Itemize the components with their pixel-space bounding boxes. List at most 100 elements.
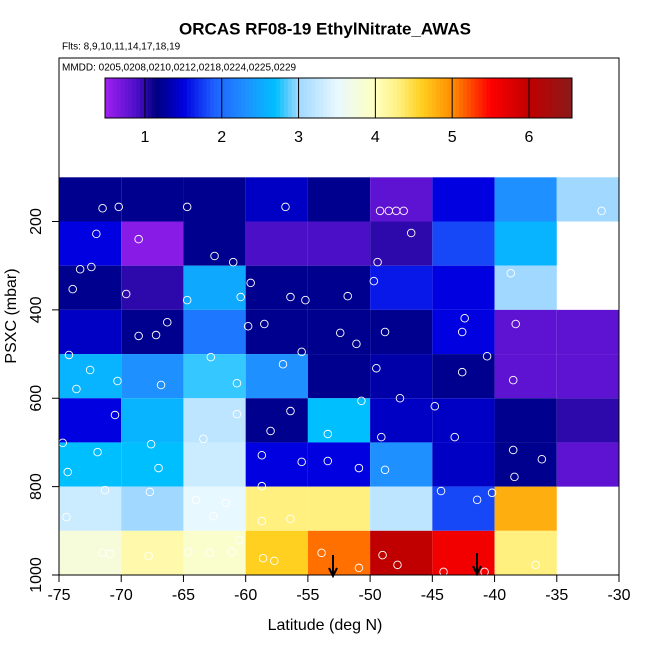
sample-point xyxy=(144,551,153,561)
sample-point xyxy=(406,228,416,238)
colorbar-segment xyxy=(350,78,355,118)
colorbar-segment xyxy=(533,78,538,118)
colorbar-segment xyxy=(435,78,441,118)
colorbar-segment xyxy=(280,78,285,118)
sample-point xyxy=(297,457,306,467)
heat-cell xyxy=(494,442,557,487)
sample-point xyxy=(257,516,267,526)
sample-point xyxy=(487,488,497,498)
sample-point xyxy=(92,229,101,239)
colorbar-segment xyxy=(213,78,219,118)
heat-cell xyxy=(432,442,495,487)
heat-cell xyxy=(245,309,308,355)
heat-cell xyxy=(121,221,184,266)
sample-point xyxy=(87,262,96,272)
colorbar-segment xyxy=(552,78,557,118)
colorbar-segment xyxy=(505,78,511,118)
colorbar-tick-label: 1 xyxy=(140,129,149,146)
sample-point xyxy=(317,548,326,558)
sample-point xyxy=(191,495,201,505)
colorbar-segment xyxy=(443,78,448,118)
heat-cell xyxy=(183,177,246,222)
colorbar-segment xyxy=(322,78,328,118)
sample-point xyxy=(63,467,72,477)
heat-cell xyxy=(183,221,246,266)
sample-point xyxy=(145,487,155,497)
sample-point xyxy=(297,347,306,357)
heat-cell xyxy=(370,486,433,531)
colorbar-segment xyxy=(416,78,421,118)
colorbar-segment xyxy=(326,78,332,118)
colorbar-segment xyxy=(225,78,231,118)
colorbar-segment xyxy=(260,78,266,118)
heat-cell xyxy=(370,398,433,443)
heat-cell xyxy=(121,177,184,222)
colorbar-segment xyxy=(128,78,133,118)
sample-point xyxy=(206,352,216,362)
sample-point xyxy=(232,378,242,388)
colorbar-segment xyxy=(548,78,554,118)
colorbar-segment xyxy=(420,78,425,118)
heat-cell xyxy=(121,309,184,355)
colorbar-segment xyxy=(498,78,503,118)
sample-point xyxy=(450,432,459,442)
heat-cell xyxy=(121,486,184,531)
colorbar-segment xyxy=(447,78,452,118)
colorbar-segment xyxy=(295,78,301,118)
x-tick-label: -35 xyxy=(545,587,568,604)
sample-point xyxy=(121,289,131,299)
colorbar-segment xyxy=(381,78,386,118)
sample-point xyxy=(372,363,381,373)
heat-cell xyxy=(370,265,433,310)
colorbar-segment xyxy=(521,78,526,118)
colorbar-segment xyxy=(544,78,550,118)
sample-point xyxy=(335,328,345,338)
sample-point xyxy=(399,206,408,216)
colorbar-segment xyxy=(299,78,304,118)
sample-point xyxy=(380,465,390,475)
heat-cell xyxy=(556,442,619,487)
colorbar-segment xyxy=(194,78,199,118)
arrow-head xyxy=(472,565,482,577)
plot-frame xyxy=(58,57,620,576)
sample-point xyxy=(75,264,85,274)
sample-point xyxy=(260,319,269,329)
heat-cell xyxy=(494,486,557,531)
colorbar-segment xyxy=(389,78,394,118)
colorbar-tick-label: 6 xyxy=(525,129,534,146)
colorbar-segment xyxy=(517,78,522,118)
heat-cell xyxy=(307,398,371,443)
heat-cell xyxy=(59,354,122,399)
colorbar-segment xyxy=(319,78,324,118)
heat-cell xyxy=(307,309,371,355)
colorbar-segment xyxy=(509,78,515,118)
colorbar-segment xyxy=(482,78,487,118)
colorbar-segment xyxy=(186,78,192,118)
colorbar-segment xyxy=(237,78,242,118)
colorbar-segment xyxy=(568,78,573,118)
sample-point xyxy=(232,409,242,419)
sample-point xyxy=(373,257,382,267)
y-tick-label: 200 xyxy=(28,208,45,235)
colorbar-segment xyxy=(431,78,437,118)
sample-point xyxy=(510,472,519,482)
colorbar-segment xyxy=(377,78,382,118)
colorbar-frame xyxy=(104,77,573,119)
colorbar-segment xyxy=(252,78,258,118)
sample-point xyxy=(393,560,402,570)
colorbar-segment xyxy=(451,78,456,118)
sample-point xyxy=(151,330,161,340)
colorbar-segment xyxy=(342,78,347,118)
sample-point xyxy=(100,485,110,495)
colorbar-segment xyxy=(385,78,390,118)
colorbar-segment xyxy=(284,78,289,118)
sample-point xyxy=(531,560,540,570)
x-tick-label: -55 xyxy=(296,587,319,604)
heat-cell xyxy=(494,309,557,355)
sample-point xyxy=(154,463,163,473)
colorbar-tick-label: 5 xyxy=(448,129,457,146)
sample-point xyxy=(266,426,275,436)
colorbar-segment xyxy=(474,78,480,118)
heat-cell xyxy=(183,354,246,399)
heat-cell xyxy=(245,486,308,531)
